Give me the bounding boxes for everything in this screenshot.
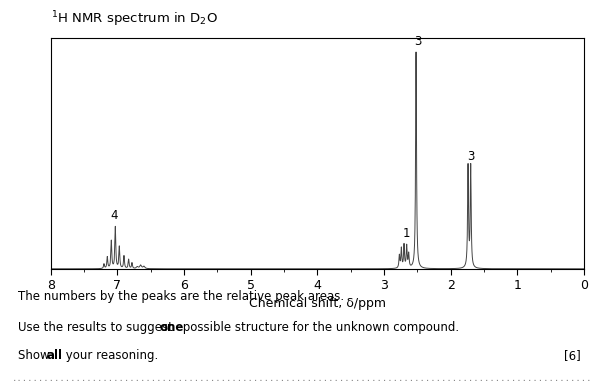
Text: possible structure for the unknown compound.: possible structure for the unknown compo… xyxy=(179,321,459,334)
Text: Show: Show xyxy=(18,349,53,362)
X-axis label: Chemical shift, δ/ppm: Chemical shift, δ/ppm xyxy=(249,297,386,310)
Text: ................................................................................: ........................................… xyxy=(12,374,592,383)
Text: all: all xyxy=(46,349,63,362)
Text: 3: 3 xyxy=(467,150,474,163)
Text: [6]: [6] xyxy=(564,349,581,362)
Text: 1: 1 xyxy=(403,227,410,240)
Text: The numbers by the peaks are the relative peak areas.: The numbers by the peaks are the relativ… xyxy=(18,290,344,303)
Text: $^{1}$H NMR spectrum in D$_{2}$O: $^{1}$H NMR spectrum in D$_{2}$O xyxy=(51,9,218,29)
Text: one: one xyxy=(160,321,184,334)
Text: 4: 4 xyxy=(110,209,118,222)
Text: your reasoning.: your reasoning. xyxy=(62,349,158,362)
Text: Use the results to suggest: Use the results to suggest xyxy=(18,321,176,334)
Text: 3: 3 xyxy=(414,35,421,48)
